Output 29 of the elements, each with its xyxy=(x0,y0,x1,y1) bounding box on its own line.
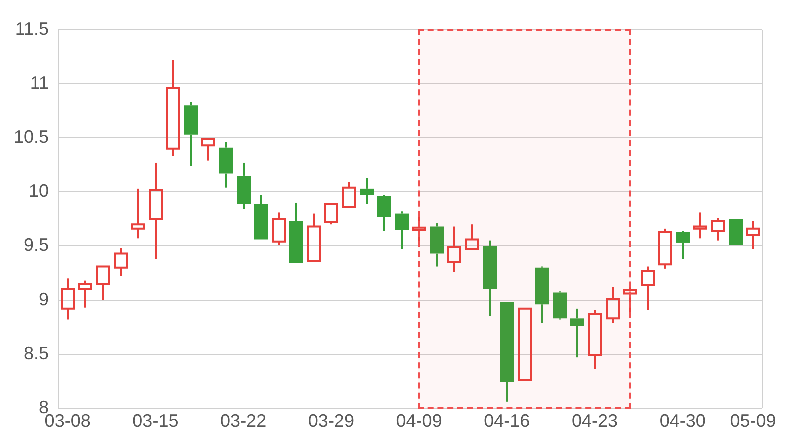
candlestick xyxy=(184,101,198,168)
x-tick-label: 03-15 xyxy=(132,411,179,432)
x-tick-label: 05-09 xyxy=(730,411,776,432)
y-tick-label: 11 xyxy=(30,73,50,94)
x-tick-label: 04-16 xyxy=(484,411,530,432)
candlestick xyxy=(570,308,584,359)
candlestick xyxy=(62,278,76,321)
x-tick-label: 04-30 xyxy=(660,411,706,432)
candlestick xyxy=(448,226,462,274)
x-tick-label: 03-22 xyxy=(220,411,267,432)
y-tick-label: 11.5 xyxy=(15,18,50,39)
candlestick xyxy=(238,162,252,210)
candlestick xyxy=(694,212,708,240)
y-tick-label: 9 xyxy=(39,289,50,310)
candlestick xyxy=(484,240,498,318)
candlestick xyxy=(150,162,164,260)
candlestick xyxy=(132,188,146,240)
y-tick-label: 8.5 xyxy=(24,343,50,364)
x-tick-label: 04-23 xyxy=(572,411,618,432)
candlestick xyxy=(430,222,444,268)
x-tick-label: 03-29 xyxy=(308,411,354,432)
y-tick-label: 10.5 xyxy=(14,127,50,148)
candlestick xyxy=(412,214,426,248)
y-tick-label: 10 xyxy=(29,181,50,202)
candlestick xyxy=(360,177,374,206)
candlestick xyxy=(396,210,410,250)
y-tick-label: 9.5 xyxy=(24,235,50,256)
x-tick-label: 04-09 xyxy=(396,411,442,432)
candlestick xyxy=(220,141,234,189)
